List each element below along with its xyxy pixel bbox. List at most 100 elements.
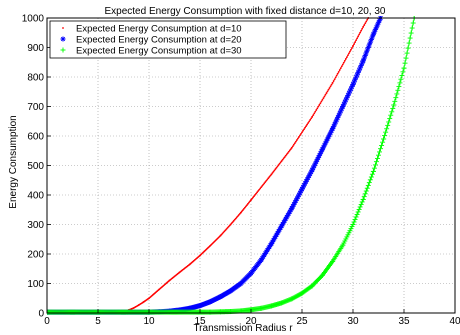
data-point	[371, 165, 377, 171]
data-point	[349, 50, 351, 53]
data-point	[280, 160, 283, 162]
data-point	[207, 299, 213, 305]
data-point	[363, 24, 366, 26]
data-point	[268, 176, 271, 178]
data-point	[350, 48, 352, 51]
data-point	[263, 182, 266, 185]
data-point	[353, 43, 355, 46]
data-point	[372, 162, 378, 168]
data-point	[362, 25, 365, 28]
data-point	[338, 69, 341, 71]
data-point	[395, 87, 401, 93]
data-point	[301, 131, 303, 134]
data-point	[354, 41, 356, 44]
data-point	[363, 188, 369, 194]
data-point	[325, 92, 328, 94]
data-point	[350, 81, 356, 87]
data-point	[246, 204, 248, 206]
data-point	[330, 258, 336, 264]
data-point	[261, 184, 264, 187]
data-point	[367, 177, 373, 183]
data-point	[337, 70, 340, 73]
data-point	[251, 197, 253, 200]
data-point	[390, 105, 396, 111]
data-point	[397, 80, 403, 86]
data-point	[304, 126, 306, 129]
data-point	[217, 294, 223, 300]
data-point	[386, 119, 392, 125]
data-point	[241, 209, 244, 212]
data-point	[351, 46, 353, 49]
data-point	[315, 109, 318, 111]
data-point	[344, 58, 347, 60]
data-point	[297, 137, 299, 140]
x-tick-label: 20	[245, 316, 257, 327]
data-point	[361, 27, 364, 30]
data-point	[360, 58, 366, 64]
data-point	[238, 212, 241, 215]
data-point	[396, 84, 402, 90]
data-point	[400, 69, 406, 75]
x-tick-label: 40	[449, 316, 460, 327]
y-tick-label: 400	[27, 191, 44, 202]
data-point	[248, 201, 250, 204]
data-point	[270, 173, 273, 176]
data-point	[404, 50, 410, 56]
data-point	[408, 30, 414, 36]
x-tick-label: 30	[347, 316, 359, 327]
data-point	[361, 194, 367, 200]
data-point	[364, 22, 367, 25]
data-point	[316, 107, 319, 110]
data-point	[356, 37, 358, 40]
data-point	[234, 217, 237, 220]
data-point	[279, 300, 285, 306]
data-point	[380, 139, 386, 145]
y-tick-label: 200	[27, 250, 44, 261]
data-point	[290, 146, 293, 149]
data-point	[401, 65, 407, 71]
series-1	[47, 17, 370, 314]
series-layer	[47, 16, 417, 315]
data-point	[249, 200, 251, 203]
data-point	[354, 211, 360, 217]
data-point	[273, 169, 276, 172]
data-point	[296, 139, 298, 141]
data-point	[247, 202, 249, 205]
data-point	[258, 305, 264, 311]
data-point	[333, 78, 336, 81]
legend-label: Expected Energy Consumption at d=20	[76, 35, 242, 46]
data-point	[334, 76, 337, 79]
data-point	[278, 162, 281, 165]
data-point	[364, 185, 370, 191]
data-point	[132, 307, 135, 309]
data-point	[377, 149, 383, 155]
data-point	[188, 263, 191, 266]
data-point	[385, 122, 391, 128]
data-point	[352, 45, 354, 47]
data-point	[168, 279, 171, 282]
data-point	[359, 199, 365, 205]
data-point	[376, 152, 381, 158]
data-point	[365, 182, 371, 188]
data-point	[318, 104, 321, 106]
legend: Expected Energy Consumption at d=10Expec…	[49, 20, 287, 59]
data-point	[260, 186, 263, 189]
x-tick-label: 0	[44, 316, 50, 327]
data-point	[197, 303, 203, 309]
data-point	[207, 309, 213, 315]
data-point	[351, 219, 357, 225]
data-point	[331, 82, 334, 84]
data-point	[236, 215, 239, 218]
data-point	[310, 117, 313, 120]
y-tick-label: 700	[27, 102, 44, 113]
data-point	[366, 18, 369, 21]
data-point	[283, 156, 286, 158]
grid-lines	[47, 18, 455, 313]
legend-label: Expected Energy Consumption at d=30	[76, 46, 242, 57]
data-point	[392, 98, 398, 104]
data-point	[307, 122, 310, 124]
data-point	[219, 234, 222, 237]
series-line	[47, 17, 381, 313]
data-point	[381, 136, 387, 142]
